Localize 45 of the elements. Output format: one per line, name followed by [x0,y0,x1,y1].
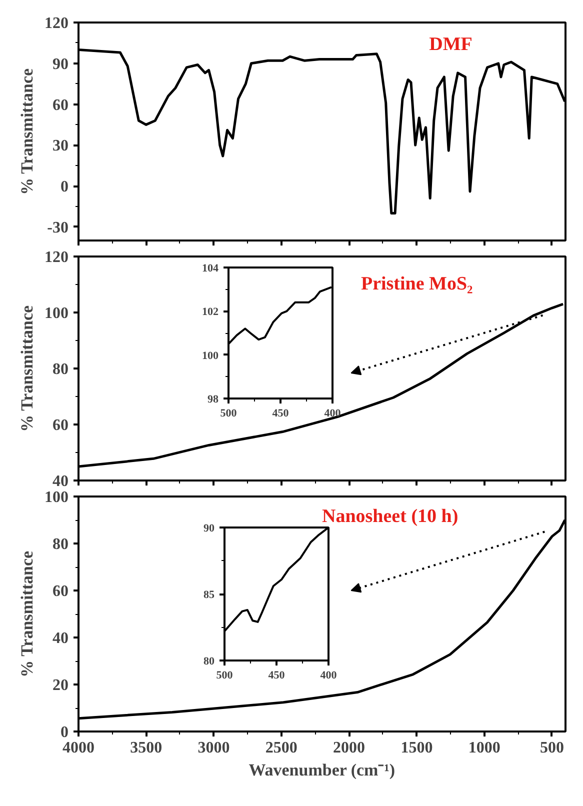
y-tick-label: 100 [202,350,219,362]
x-tick-label: 1000 [468,740,500,756]
y-tick-label: 80 [204,656,215,668]
y-tick-label: 100 [44,489,68,506]
y-tick-label: 40 [52,630,68,647]
y-tick-label: 120 [44,15,68,32]
y-tick-label: 102 [202,306,219,318]
x-tick-label: 2500 [265,740,298,756]
y-tick-label: 60 [52,417,68,434]
y-tick-label: 120 [44,249,68,266]
annotation: DMF [429,34,472,56]
y-axis-title: % Transmittance [18,68,36,195]
y-axis-title: % Transmittance [18,305,36,432]
x-axis-title: Wavenumber (cm⁻¹) [248,760,395,780]
x-tick-label: 3500 [130,740,162,756]
x-tick-label: 4000 [62,740,94,756]
y-tick-label: 104 [202,262,219,274]
y-tick-label: 90 [52,56,68,73]
x-tick-label: 1500 [400,740,433,756]
y-tick-label: 80 [52,361,68,378]
annotation: Nanosheet (10 h) [322,506,458,528]
x-tick-label: 500 [220,408,238,420]
x-tick-label: 400 [324,408,342,420]
y-tick-label: 98 [208,394,219,406]
x-tick-label: 450 [268,670,286,682]
y-tick-label: 90 [204,522,215,534]
x-tick-label: 500 [216,670,234,682]
x-tick-label: 2000 [333,740,366,756]
y-tick-label: 85 [204,589,215,601]
y-tick-label: 0 [60,724,68,741]
y-tick-label: 60 [52,96,68,114]
y-tick-label: 20 [52,677,68,694]
y-tick-label: -30 [47,219,68,236]
y-tick-label: 60 [52,583,68,600]
y-axis-title: % Transmittance [18,550,36,678]
y-tick-label: 100 [44,305,68,322]
y-tick-label: 80 [52,536,68,553]
x-tick-label: 450 [272,408,290,420]
y-tick-label: 0 [60,178,68,196]
y-tick-label: 40 [52,473,68,490]
x-tick-label: 500 [540,740,564,756]
y-tick-label: 30 [52,138,68,155]
annotation: Pristine MoS₂ [360,274,474,295]
x-tick-label: 3000 [198,740,230,756]
x-tick-label: 400 [320,670,338,682]
